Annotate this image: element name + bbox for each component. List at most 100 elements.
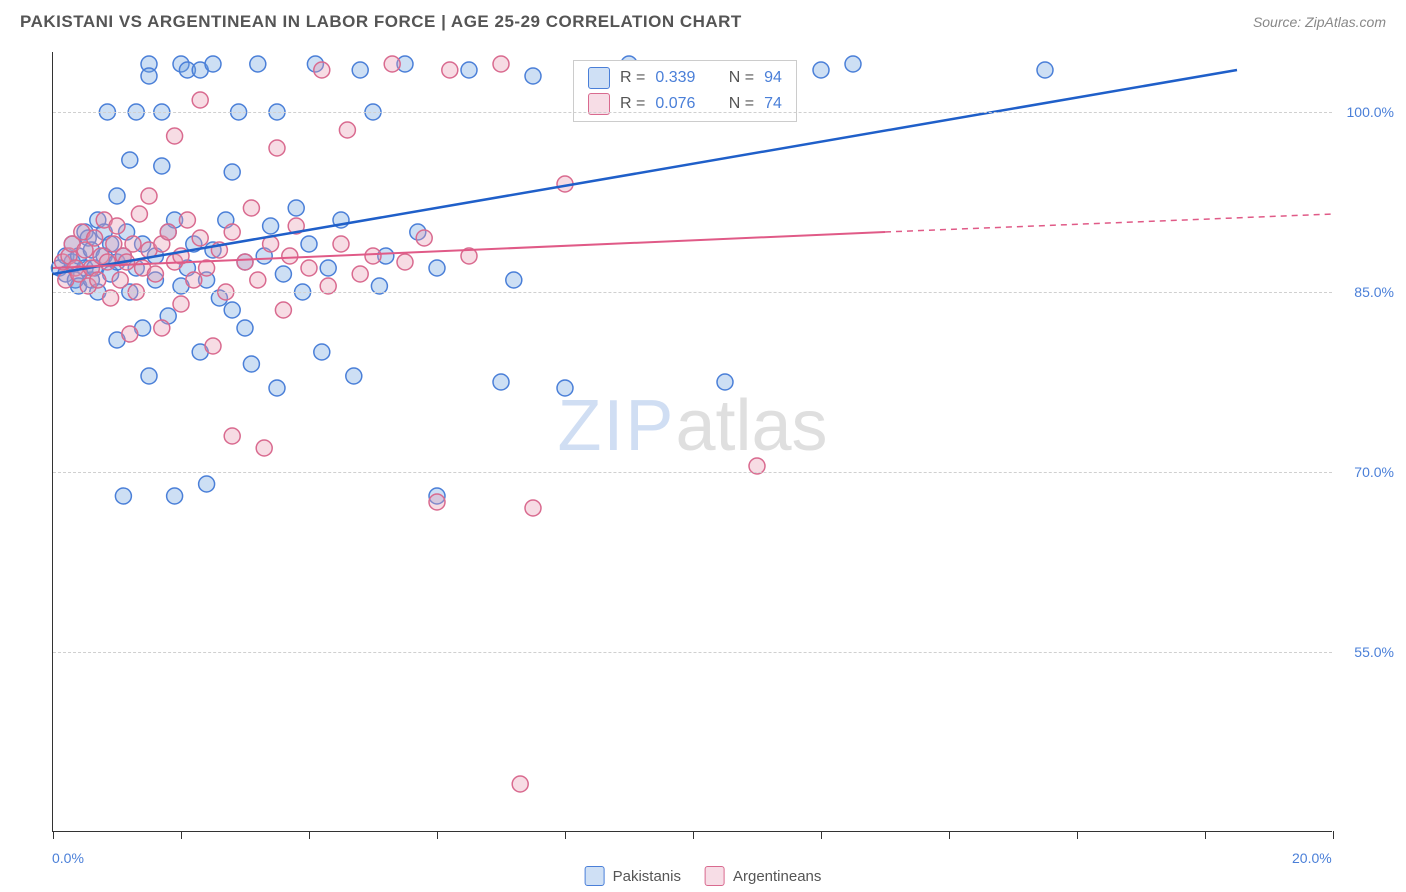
gridline: [53, 472, 1332, 473]
chart-header: PAKISTANI VS ARGENTINEAN IN LABOR FORCE …: [0, 0, 1406, 40]
data-point: [352, 62, 368, 78]
gridline: [53, 652, 1332, 653]
x-tick: [949, 831, 950, 839]
data-point: [320, 260, 336, 276]
r-label: R =: [620, 95, 645, 113]
scatter-plot-svg: [53, 52, 1332, 831]
data-point: [109, 188, 125, 204]
data-point: [365, 248, 381, 264]
data-point: [199, 476, 215, 492]
data-point: [122, 326, 138, 342]
data-point: [442, 62, 458, 78]
data-point: [243, 200, 259, 216]
data-point: [493, 374, 509, 390]
series-swatch: [588, 67, 610, 89]
data-point: [263, 218, 279, 234]
data-point: [813, 62, 829, 78]
x-tick-label: 0.0%: [52, 850, 84, 866]
data-point: [275, 266, 291, 282]
data-point: [301, 260, 317, 276]
x-tick: [181, 831, 182, 839]
data-point: [160, 224, 176, 240]
data-point: [384, 56, 400, 72]
data-point: [429, 260, 445, 276]
data-point: [115, 488, 131, 504]
legend-item: Argentineans: [705, 866, 821, 886]
data-point: [397, 254, 413, 270]
data-point: [125, 236, 141, 252]
data-point: [525, 68, 541, 84]
data-point: [154, 158, 170, 174]
data-point: [250, 272, 266, 288]
data-point: [186, 272, 202, 288]
data-point: [845, 56, 861, 72]
x-tick: [1077, 831, 1078, 839]
data-point: [429, 494, 445, 510]
data-point: [352, 266, 368, 282]
data-point: [141, 68, 157, 84]
x-tick: [53, 831, 54, 839]
data-point: [301, 236, 317, 252]
data-point: [333, 236, 349, 252]
n-label: N =: [729, 95, 754, 113]
x-tick-label: 20.0%: [1292, 850, 1332, 866]
data-point: [224, 164, 240, 180]
x-tick: [1333, 831, 1334, 839]
r-value: 0.076: [655, 95, 695, 113]
data-point: [87, 230, 103, 246]
data-point: [525, 500, 541, 516]
trend-line-dashed: [885, 214, 1333, 232]
legend-swatch: [705, 866, 725, 886]
legend-label: Pakistanis: [613, 868, 681, 885]
x-tick: [309, 831, 310, 839]
r-label: R =: [620, 69, 645, 87]
x-tick: [437, 831, 438, 839]
y-tick-label: 85.0%: [1354, 284, 1394, 300]
x-tick: [821, 831, 822, 839]
data-point: [256, 440, 272, 456]
y-tick-label: 70.0%: [1354, 464, 1394, 480]
data-point: [224, 302, 240, 318]
data-point: [275, 302, 291, 318]
data-point: [250, 56, 266, 72]
data-point: [154, 320, 170, 336]
data-point: [141, 188, 157, 204]
legend-item: Pakistanis: [585, 866, 681, 886]
data-point: [314, 344, 330, 360]
data-point: [141, 368, 157, 384]
data-point: [512, 776, 528, 792]
data-point: [122, 152, 138, 168]
data-point: [192, 92, 208, 108]
data-point: [179, 212, 195, 228]
data-point: [99, 254, 115, 270]
stats-row: R = 0.339 N = 94: [588, 67, 782, 89]
data-point: [288, 200, 304, 216]
chart-title: PAKISTANI VS ARGENTINEAN IN LABOR FORCE …: [20, 12, 742, 32]
data-point: [167, 128, 183, 144]
data-point: [346, 368, 362, 384]
chart-plot-area: ZIPatlas R = 0.339 N = 94R = 0.076 N = 7…: [52, 52, 1332, 832]
data-point: [237, 254, 253, 270]
source-label: Source: ZipAtlas.com: [1253, 14, 1386, 30]
data-point: [493, 56, 509, 72]
data-point: [717, 374, 733, 390]
data-point: [339, 122, 355, 138]
data-point: [205, 56, 221, 72]
x-tick: [1205, 831, 1206, 839]
r-value: 0.339: [655, 69, 695, 87]
data-point: [461, 62, 477, 78]
y-tick-label: 100.0%: [1347, 104, 1394, 120]
legend-swatch: [585, 866, 605, 886]
data-point: [224, 224, 240, 240]
data-point: [112, 272, 128, 288]
data-point: [131, 206, 147, 222]
data-point: [205, 338, 221, 354]
x-tick: [693, 831, 694, 839]
data-point: [192, 230, 208, 246]
data-point: [147, 266, 163, 282]
data-point: [416, 230, 432, 246]
data-point: [506, 272, 522, 288]
n-value: 74: [764, 95, 782, 113]
data-point: [314, 62, 330, 78]
data-point: [90, 272, 106, 288]
